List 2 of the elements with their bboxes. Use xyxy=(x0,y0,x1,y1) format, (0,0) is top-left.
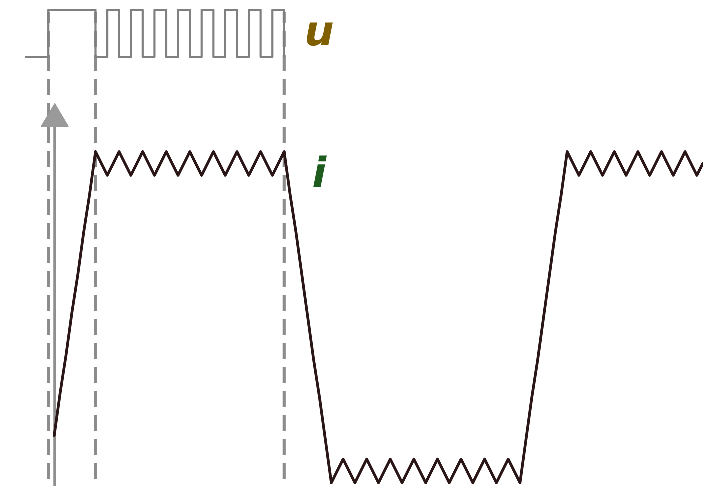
series-label: u xyxy=(307,22,333,46)
series-label: i xyxy=(314,156,328,188)
